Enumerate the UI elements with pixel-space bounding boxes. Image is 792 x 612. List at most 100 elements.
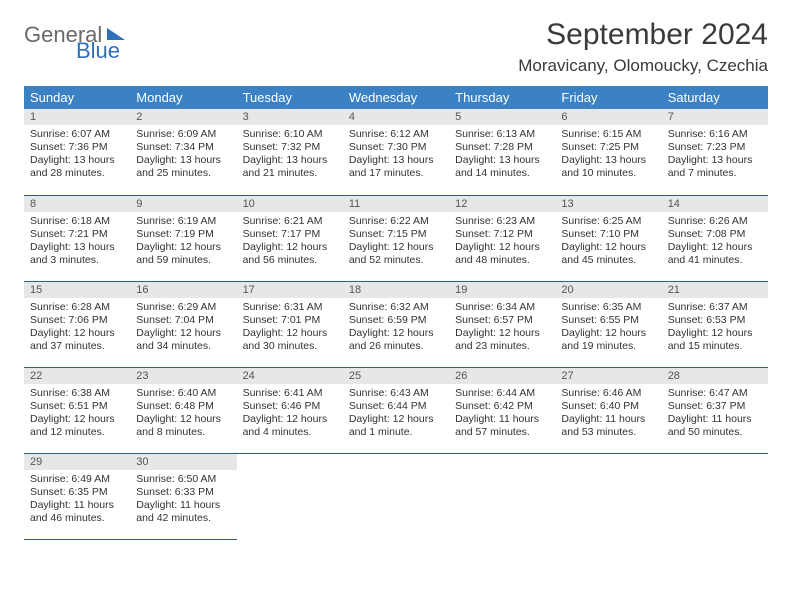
day-number: 13 bbox=[555, 196, 661, 212]
day-body: Sunrise: 6:28 AMSunset: 7:06 PMDaylight:… bbox=[24, 298, 130, 358]
day-body: Sunrise: 6:09 AMSunset: 7:34 PMDaylight:… bbox=[130, 125, 236, 185]
day-number: 11 bbox=[343, 196, 449, 212]
day-number: 3 bbox=[237, 109, 343, 125]
day-body: Sunrise: 6:50 AMSunset: 6:33 PMDaylight:… bbox=[130, 470, 236, 530]
weekday-header: Friday bbox=[555, 86, 661, 109]
sunset-line: Sunset: 6:51 PM bbox=[30, 400, 124, 413]
day-body: Sunrise: 6:12 AMSunset: 7:30 PMDaylight:… bbox=[343, 125, 449, 185]
sunrise-line: Sunrise: 6:38 AM bbox=[30, 387, 124, 400]
sunset-line: Sunset: 7:19 PM bbox=[136, 228, 230, 241]
calendar-cell: 27Sunrise: 6:46 AMSunset: 6:40 PMDayligh… bbox=[555, 367, 661, 453]
calendar-cell: 26Sunrise: 6:44 AMSunset: 6:42 PMDayligh… bbox=[449, 367, 555, 453]
day-body: Sunrise: 6:07 AMSunset: 7:36 PMDaylight:… bbox=[24, 125, 130, 185]
title-block: September 2024 Moravicany, Olomoucky, Cz… bbox=[518, 18, 768, 76]
day-number: 16 bbox=[130, 282, 236, 298]
sunset-line: Sunset: 6:33 PM bbox=[136, 486, 230, 499]
day-number: 15 bbox=[24, 282, 130, 298]
calendar-cell: 14Sunrise: 6:26 AMSunset: 7:08 PMDayligh… bbox=[662, 195, 768, 281]
sunrise-line: Sunrise: 6:21 AM bbox=[243, 215, 337, 228]
day-body: Sunrise: 6:40 AMSunset: 6:48 PMDaylight:… bbox=[130, 384, 236, 444]
weekday-header: Saturday bbox=[662, 86, 768, 109]
day-body: Sunrise: 6:32 AMSunset: 6:59 PMDaylight:… bbox=[343, 298, 449, 358]
calendar-cell: 5Sunrise: 6:13 AMSunset: 7:28 PMDaylight… bbox=[449, 109, 555, 195]
daylight-line: Daylight: 12 hours and 45 minutes. bbox=[561, 241, 655, 267]
day-body: Sunrise: 6:21 AMSunset: 7:17 PMDaylight:… bbox=[237, 212, 343, 272]
day-body: Sunrise: 6:13 AMSunset: 7:28 PMDaylight:… bbox=[449, 125, 555, 185]
daylight-line: Daylight: 12 hours and 56 minutes. bbox=[243, 241, 337, 267]
calendar-row: 22Sunrise: 6:38 AMSunset: 6:51 PMDayligh… bbox=[24, 367, 768, 453]
daylight-line: Daylight: 12 hours and 23 minutes. bbox=[455, 327, 549, 353]
day-number: 25 bbox=[343, 368, 449, 384]
sunrise-line: Sunrise: 6:10 AM bbox=[243, 128, 337, 141]
sunrise-line: Sunrise: 6:40 AM bbox=[136, 387, 230, 400]
sunset-line: Sunset: 6:37 PM bbox=[668, 400, 762, 413]
sunrise-line: Sunrise: 6:22 AM bbox=[349, 215, 443, 228]
daylight-line: Daylight: 13 hours and 21 minutes. bbox=[243, 154, 337, 180]
calendar-row: 29Sunrise: 6:49 AMSunset: 6:35 PMDayligh… bbox=[24, 453, 768, 539]
day-body: Sunrise: 6:31 AMSunset: 7:01 PMDaylight:… bbox=[237, 298, 343, 358]
calendar-cell: 19Sunrise: 6:34 AMSunset: 6:57 PMDayligh… bbox=[449, 281, 555, 367]
sunset-line: Sunset: 6:59 PM bbox=[349, 314, 443, 327]
weekday-header: Sunday bbox=[24, 86, 130, 109]
sunset-line: Sunset: 7:04 PM bbox=[136, 314, 230, 327]
daylight-line: Daylight: 12 hours and 48 minutes. bbox=[455, 241, 549, 267]
day-body: Sunrise: 6:25 AMSunset: 7:10 PMDaylight:… bbox=[555, 212, 661, 272]
calendar-cell: 29Sunrise: 6:49 AMSunset: 6:35 PMDayligh… bbox=[24, 453, 130, 539]
calendar-cell: 1Sunrise: 6:07 AMSunset: 7:36 PMDaylight… bbox=[24, 109, 130, 195]
day-number: 19 bbox=[449, 282, 555, 298]
day-number: 17 bbox=[237, 282, 343, 298]
day-body: Sunrise: 6:19 AMSunset: 7:19 PMDaylight:… bbox=[130, 212, 236, 272]
sunset-line: Sunset: 6:35 PM bbox=[30, 486, 124, 499]
calendar-cell: 22Sunrise: 6:38 AMSunset: 6:51 PMDayligh… bbox=[24, 367, 130, 453]
sunset-line: Sunset: 7:12 PM bbox=[455, 228, 549, 241]
sunset-line: Sunset: 6:46 PM bbox=[243, 400, 337, 413]
sunrise-line: Sunrise: 6:25 AM bbox=[561, 215, 655, 228]
daylight-line: Daylight: 13 hours and 10 minutes. bbox=[561, 154, 655, 180]
calendar-row: 8Sunrise: 6:18 AMSunset: 7:21 PMDaylight… bbox=[24, 195, 768, 281]
day-number: 29 bbox=[24, 454, 130, 470]
sunrise-line: Sunrise: 6:16 AM bbox=[668, 128, 762, 141]
weekday-header: Wednesday bbox=[343, 86, 449, 109]
calendar-cell: 6Sunrise: 6:15 AMSunset: 7:25 PMDaylight… bbox=[555, 109, 661, 195]
day-body: Sunrise: 6:29 AMSunset: 7:04 PMDaylight:… bbox=[130, 298, 236, 358]
calendar-cell: 21Sunrise: 6:37 AMSunset: 6:53 PMDayligh… bbox=[662, 281, 768, 367]
sunset-line: Sunset: 6:48 PM bbox=[136, 400, 230, 413]
day-number: 1 bbox=[24, 109, 130, 125]
daylight-line: Daylight: 11 hours and 46 minutes. bbox=[30, 499, 124, 525]
daylight-line: Daylight: 12 hours and 19 minutes. bbox=[561, 327, 655, 353]
day-body: Sunrise: 6:46 AMSunset: 6:40 PMDaylight:… bbox=[555, 384, 661, 444]
sunrise-line: Sunrise: 6:29 AM bbox=[136, 301, 230, 314]
sunrise-line: Sunrise: 6:47 AM bbox=[668, 387, 762, 400]
sunset-line: Sunset: 6:55 PM bbox=[561, 314, 655, 327]
daylight-line: Daylight: 13 hours and 17 minutes. bbox=[349, 154, 443, 180]
calendar-cell-empty bbox=[449, 453, 555, 539]
calendar-cell: 10Sunrise: 6:21 AMSunset: 7:17 PMDayligh… bbox=[237, 195, 343, 281]
day-body: Sunrise: 6:16 AMSunset: 7:23 PMDaylight:… bbox=[662, 125, 768, 185]
sunset-line: Sunset: 6:44 PM bbox=[349, 400, 443, 413]
day-body: Sunrise: 6:41 AMSunset: 6:46 PMDaylight:… bbox=[237, 384, 343, 444]
sunrise-line: Sunrise: 6:07 AM bbox=[30, 128, 124, 141]
sunrise-line: Sunrise: 6:31 AM bbox=[243, 301, 337, 314]
day-body: Sunrise: 6:26 AMSunset: 7:08 PMDaylight:… bbox=[662, 212, 768, 272]
day-number: 9 bbox=[130, 196, 236, 212]
calendar-cell: 23Sunrise: 6:40 AMSunset: 6:48 PMDayligh… bbox=[130, 367, 236, 453]
day-body: Sunrise: 6:47 AMSunset: 6:37 PMDaylight:… bbox=[662, 384, 768, 444]
calendar-cell: 18Sunrise: 6:32 AMSunset: 6:59 PMDayligh… bbox=[343, 281, 449, 367]
daylight-line: Daylight: 11 hours and 57 minutes. bbox=[455, 413, 549, 439]
sunset-line: Sunset: 7:01 PM bbox=[243, 314, 337, 327]
logo: General Blue bbox=[24, 18, 125, 48]
logo-word2: Blue bbox=[76, 38, 120, 64]
day-body: Sunrise: 6:35 AMSunset: 6:55 PMDaylight:… bbox=[555, 298, 661, 358]
day-number: 10 bbox=[237, 196, 343, 212]
sunset-line: Sunset: 7:15 PM bbox=[349, 228, 443, 241]
day-number: 8 bbox=[24, 196, 130, 212]
daylight-line: Daylight: 12 hours and 15 minutes. bbox=[668, 327, 762, 353]
day-number: 20 bbox=[555, 282, 661, 298]
daylight-line: Daylight: 13 hours and 7 minutes. bbox=[668, 154, 762, 180]
calendar-cell-empty bbox=[343, 453, 449, 539]
day-body: Sunrise: 6:15 AMSunset: 7:25 PMDaylight:… bbox=[555, 125, 661, 185]
daylight-line: Daylight: 12 hours and 37 minutes. bbox=[30, 327, 124, 353]
sunrise-line: Sunrise: 6:12 AM bbox=[349, 128, 443, 141]
day-number: 30 bbox=[130, 454, 236, 470]
calendar-cell: 9Sunrise: 6:19 AMSunset: 7:19 PMDaylight… bbox=[130, 195, 236, 281]
